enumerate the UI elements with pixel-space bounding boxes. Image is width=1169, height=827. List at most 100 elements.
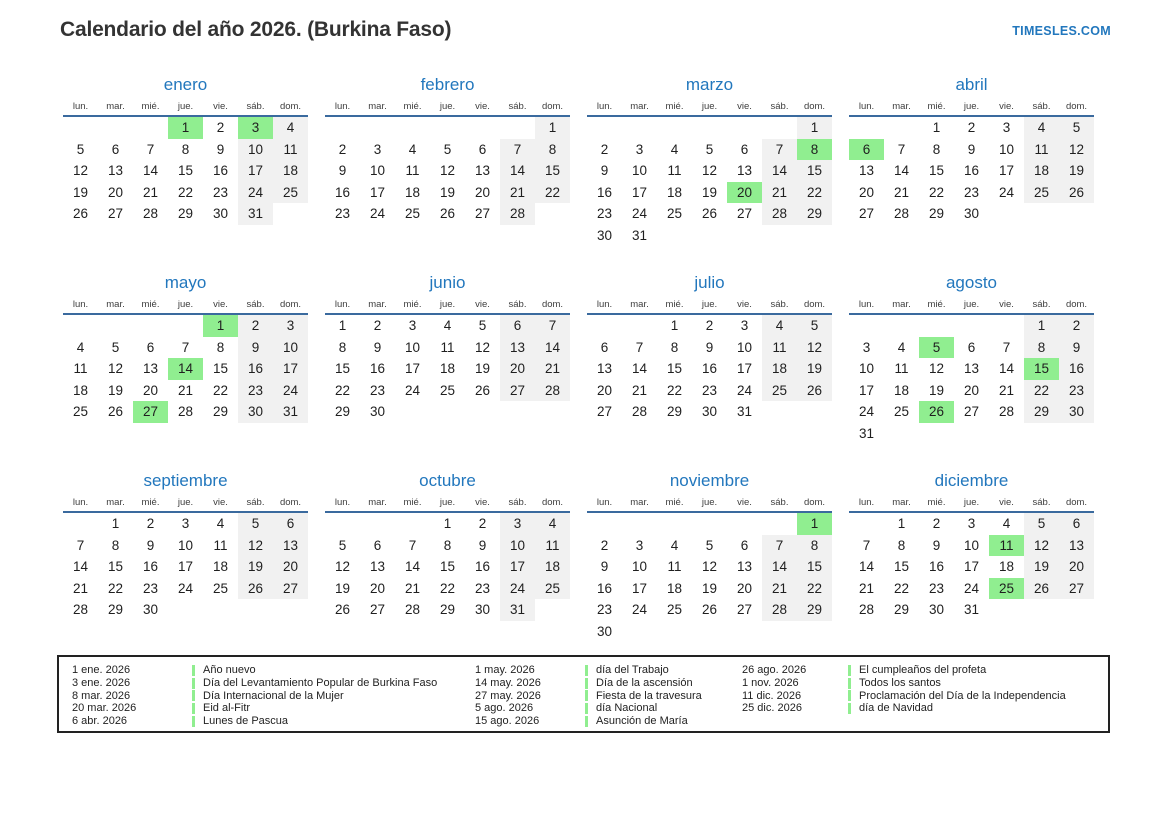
day-cell: 9 (932, 537, 941, 553)
day-cell: 9 (238, 336, 273, 358)
day-cell: 25 (439, 382, 456, 398)
day-cell: 20 (273, 556, 308, 578)
holiday-marker-icon (585, 677, 588, 689)
day-cell: 27 (858, 206, 875, 221)
day-cell: 1 (168, 117, 203, 139)
legend-date: 27 may. 2026 (475, 689, 541, 702)
legend-holiday-label: Día Internacional de la Mujer (203, 689, 344, 702)
day-cell: 6 (146, 339, 155, 355)
legend-holiday-label: Fiesta de la travesura (596, 689, 702, 702)
legend-holiday-name: Fiesta de la travesura (585, 690, 742, 703)
weekday-header: jue. (963, 101, 980, 112)
day-cell: 15 (334, 361, 351, 376)
week-row: 23 24 25 26 27 28 29 (587, 203, 832, 225)
day-cell: 21 (998, 382, 1015, 398)
weekday-header: dom. (1065, 497, 1088, 508)
day-cell: 22 (535, 181, 570, 203)
day-cell: 28 (762, 203, 797, 225)
day-cell: 28 (404, 602, 421, 617)
day-cell: 20 (107, 184, 124, 200)
day-cell: 16 (596, 580, 613, 596)
weekday-header: sáb. (508, 101, 527, 112)
day-cell: 14 (168, 358, 203, 380)
day-cell: 1 (1024, 315, 1059, 337)
empty-cell (465, 401, 500, 423)
day-cell: 8 (797, 138, 832, 160)
week-row: 16 17 18 19 20 21 22 (325, 181, 570, 203)
day-cell: 21 (177, 382, 194, 398)
legend-group: 1 ene. 2026 Año nuevo 3 ene. 2026 Día del L… (72, 664, 475, 731)
weekday-header: sáb. (1032, 497, 1051, 508)
weekday-header: lun. (858, 497, 875, 508)
day-cell: 22 (177, 184, 194, 200)
day-cell: 25 (404, 206, 421, 221)
empty-cell (1024, 423, 1059, 445)
day-cell: 3 (408, 318, 417, 333)
site-link[interactable]: TIMESLES.COM (1012, 24, 1111, 38)
week-row: 28 29 30 (63, 599, 308, 621)
empty-cell (500, 401, 535, 423)
day-cell: 16 (474, 559, 491, 574)
day-cell: 10 (238, 138, 273, 160)
weekday-header: lun. (596, 299, 613, 310)
legend-holiday-name: El cumpleaños del profeta (848, 664, 1112, 677)
day-cell: 1 (203, 315, 238, 337)
day-cell: 29 (928, 206, 945, 221)
weekday-header: vie. (213, 101, 228, 112)
day-cell: 24 (500, 577, 535, 599)
day-cell: 26 (1059, 181, 1094, 203)
day-cell: 18 (404, 184, 421, 200)
day-cell: 11 (273, 138, 308, 160)
week-row: 9 10 11 12 13 14 15 (587, 160, 832, 182)
day-cell: 13 (736, 559, 753, 574)
legend-holiday-label: Día del Levantamiento Popular de Burkina… (203, 676, 438, 689)
empty-cell (535, 203, 570, 225)
empty-cell (622, 513, 657, 535)
empty-cell (622, 621, 657, 643)
day-cell: 19 (334, 580, 351, 596)
weekday-header: dom. (541, 497, 564, 508)
week-row: 9 10 11 12 13 14 15 (587, 556, 832, 578)
day-cell: 11 (667, 559, 682, 574)
week-row: 21 22 23 24 25 26 27 (849, 577, 1094, 599)
day-cell: 3 (862, 339, 871, 355)
weekday-header-row: lun. mar. mié. jue. vie. sáb. dom. (63, 298, 308, 315)
day-cell: 25 (535, 577, 570, 599)
day-cell: 24 (858, 404, 875, 419)
empty-cell (657, 117, 692, 139)
weekday-header: dom. (541, 299, 564, 310)
day-cell: 3 (1002, 120, 1011, 135)
week-row: 11 12 13 14 15 16 17 (63, 358, 308, 380)
empty-cell (587, 117, 622, 139)
day-cell: 4 (443, 318, 452, 333)
day-cell: 13 (273, 534, 308, 556)
week-row: 19 20 21 22 23 24 25 (63, 181, 308, 203)
day-cell: 25 (989, 577, 1024, 599)
week-row: 18 19 20 21 22 23 24 (63, 379, 308, 401)
day-cell: 21 (858, 580, 875, 596)
day-cell: 21 (142, 184, 159, 200)
weekday-header: lun. (334, 497, 351, 508)
holiday-marker-icon (585, 664, 588, 676)
empty-cell (762, 513, 797, 535)
day-cell: 16 (334, 184, 351, 200)
day-cell: 17 (858, 382, 875, 398)
weekday-header: mar. (368, 299, 387, 310)
day-cell: 18 (439, 361, 456, 376)
day-cell: 13 (369, 559, 386, 574)
day-cell: 26 (701, 206, 718, 221)
day-cell: 3 (181, 516, 190, 531)
legend-holiday-label: día del Trabajo (596, 664, 669, 676)
empty-cell (727, 117, 762, 139)
month-junio: junio lun. mar. mié. jue. vie. sáb. dom. 1 2 3 4 5 6 7… (325, 272, 570, 470)
weekday-header: mié. (927, 299, 946, 310)
weekday-header: mié. (665, 299, 684, 310)
weekday-header: vie. (737, 101, 752, 112)
day-cell: 8 (443, 537, 452, 553)
weekday-header: vie. (999, 101, 1014, 112)
week-row: 22 23 24 25 26 27 28 (325, 379, 570, 401)
day-cell: 26 (919, 401, 954, 423)
empty-cell (168, 599, 203, 621)
